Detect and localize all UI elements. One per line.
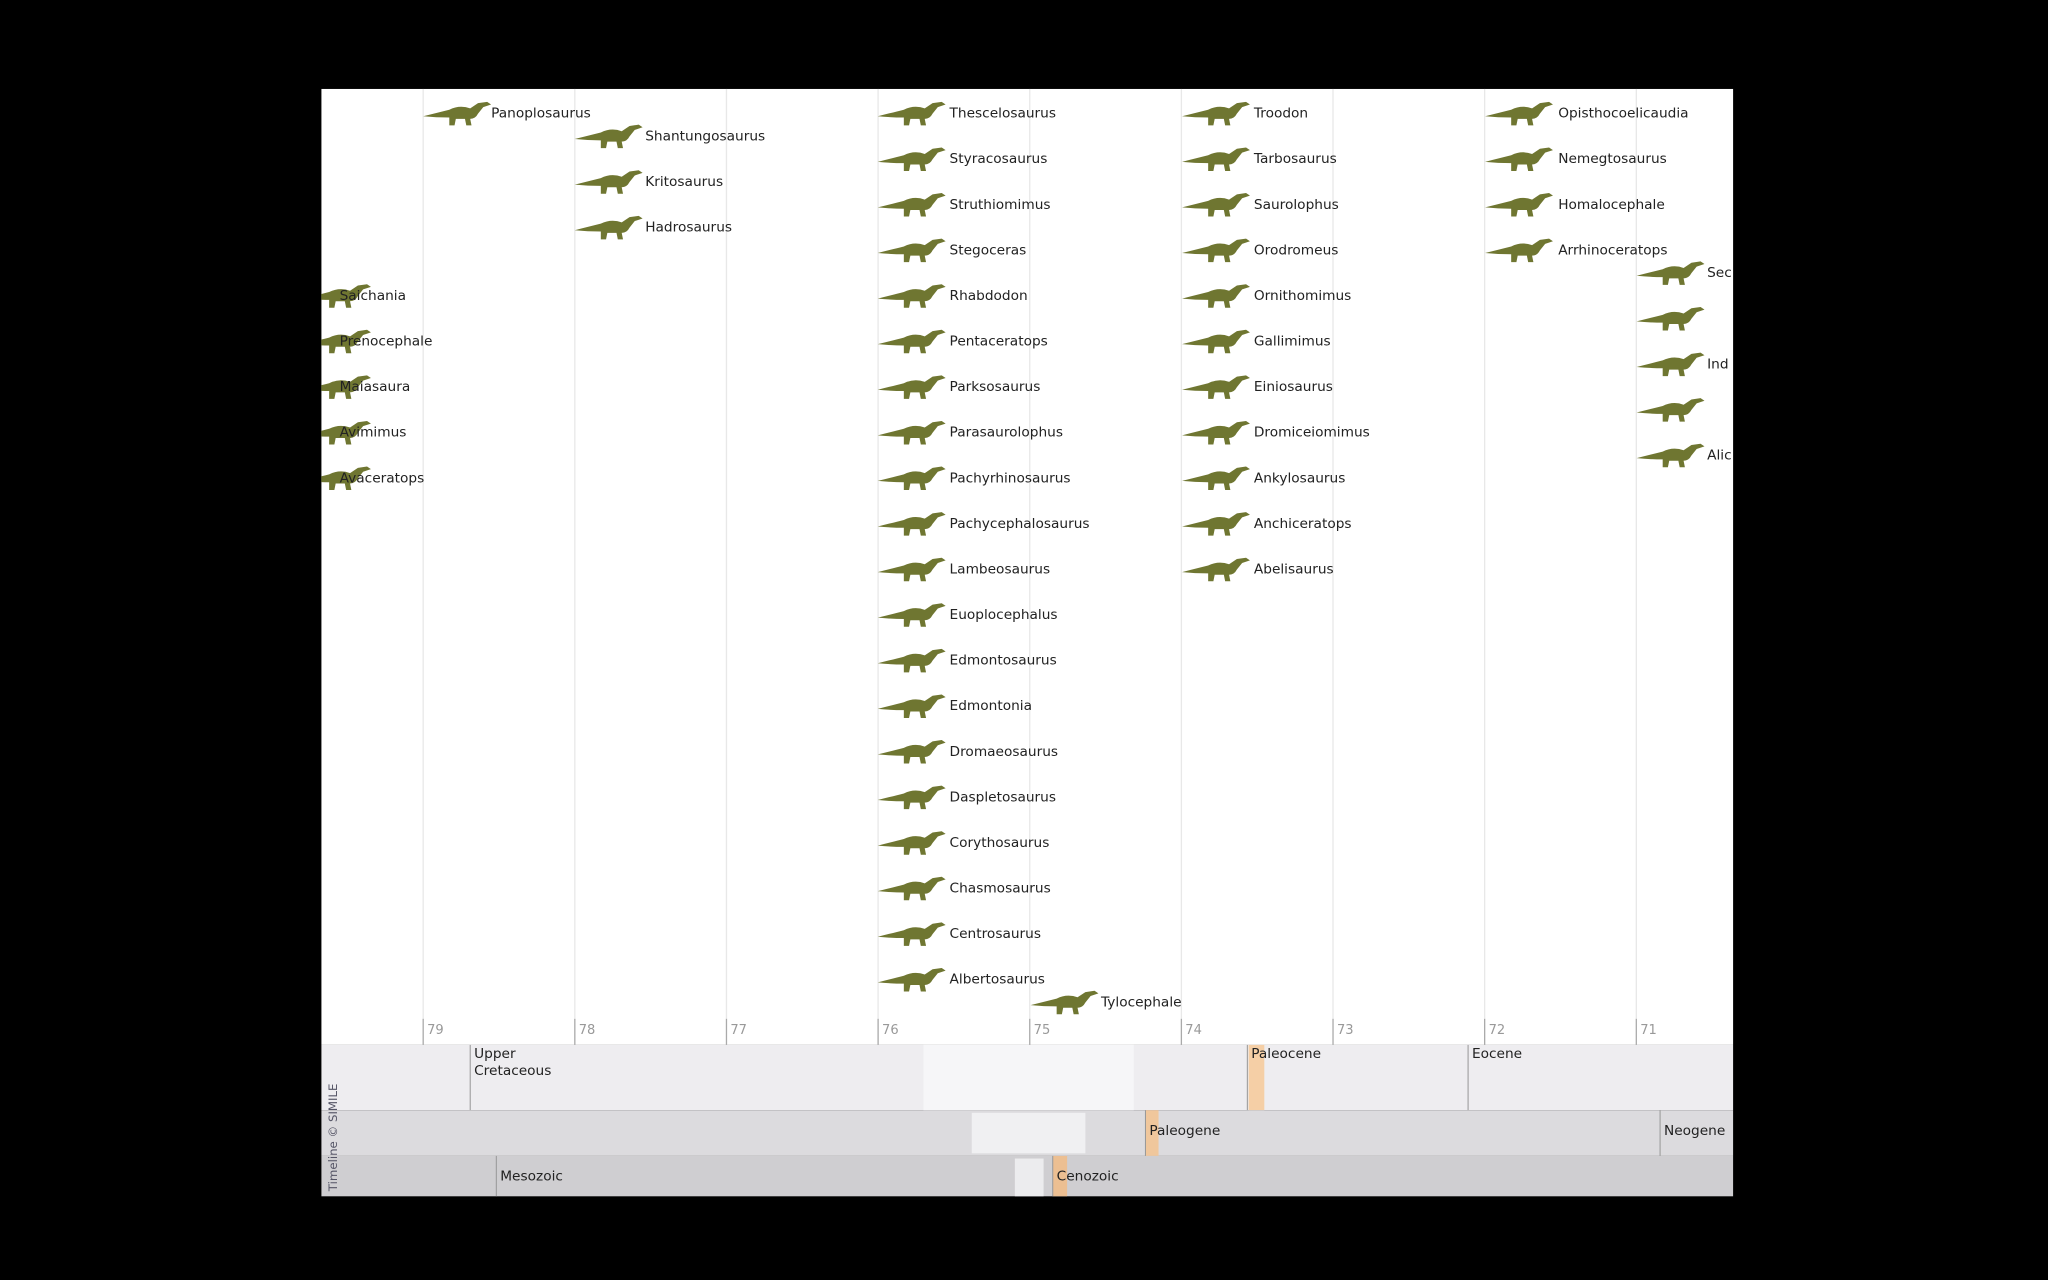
axis-tick-label: 72 (1489, 1023, 1506, 1038)
axis-tick-label: 77 (730, 1023, 747, 1038)
event-label: Avimimus (340, 425, 407, 441)
event-label: Alic (1707, 448, 1732, 464)
event-label: Edmontosaurus (950, 653, 1057, 669)
event-label: Struthiomimus (950, 197, 1051, 213)
band-label-line: Eocene (1472, 1046, 1522, 1062)
event-label: Einiosaurus (1254, 379, 1333, 395)
event-label: Ind (1707, 356, 1728, 372)
event-label: Corythosaurus (950, 835, 1050, 851)
event-label: Hadrosaurus (645, 220, 732, 236)
event-label: Saurolophus (1254, 197, 1339, 213)
band-highlight (971, 1112, 1086, 1154)
event-label: Daspletosaurus (950, 789, 1056, 805)
event-label: Anchiceratops (1254, 516, 1352, 532)
axis-tick-label: 74 (1185, 1023, 1202, 1038)
band-label-line: Paleogene (1149, 1123, 1220, 1139)
event-label: Ankylosaurus (1254, 470, 1346, 486)
event-label: Parasaurolophus (950, 425, 1063, 441)
event-label: Shantungosaurus (645, 128, 765, 144)
event-label: Gallimimus (1254, 334, 1331, 350)
band-label: Cenozoic (1057, 1169, 1119, 1185)
band-label: Upper Cretaceous (474, 1046, 551, 1079)
event-label: Thescelosaurus (949, 106, 1056, 122)
event-label: Dromiceiomimus (1254, 425, 1370, 441)
event-label: Ornithomimus (1254, 288, 1351, 304)
event-label: Troodon (1253, 106, 1308, 122)
event-label: Euoplocephalus (950, 607, 1058, 623)
event-label: Edmontonia (950, 698, 1032, 714)
axis-tick-label: 76 (882, 1023, 899, 1038)
event-label: Pachyrhinosaurus (950, 470, 1071, 486)
band-label-line: Cretaceous (474, 1063, 551, 1079)
event-label: Kritosaurus (645, 174, 723, 190)
band-highlight (923, 1044, 1134, 1111)
band-label: Eocene (1472, 1046, 1522, 1062)
event-label: Avaceratops (340, 470, 425, 486)
event-label: Opisthocoelicaudia (1558, 106, 1688, 122)
event-label: Saichania (340, 288, 406, 304)
event-label: Parksosaurus (950, 379, 1041, 395)
axis-tick-label: 73 (1337, 1023, 1354, 1038)
band-label-line: Paleocene (1251, 1046, 1321, 1062)
event-label: Styracosaurus (950, 151, 1048, 167)
band-marker (1145, 1110, 1159, 1156)
band-label: Paleogene (1149, 1123, 1220, 1139)
event-label: Sec (1707, 265, 1732, 281)
event-label: Centrosaurus (950, 926, 1041, 942)
event-label: Dromaeosaurus (950, 744, 1059, 760)
event-label: Maiasaura (340, 379, 411, 395)
timeline-panel: Timeline © SIMILE 79 78 77 76 75 74 73 72 71 Saic… (321, 88, 1734, 1197)
event-label: Chasmosaurus (950, 881, 1051, 897)
event-label: Tylocephale (1100, 995, 1182, 1011)
event-label: Stegoceras (950, 242, 1027, 258)
axis-tick-label: 71 (1640, 1023, 1657, 1038)
event-label: Prenocephale (340, 334, 433, 350)
band-label-line: Mesozoic (500, 1169, 563, 1185)
event-label: Abelisaurus (1254, 561, 1334, 577)
event-label: Nemegtosaurus (1558, 151, 1667, 167)
band-marker (1248, 1044, 1265, 1111)
event-label: Orodromeus (1254, 242, 1339, 258)
band-highlight (1014, 1158, 1044, 1197)
band-label-line: Cenozoic (1057, 1169, 1119, 1185)
band-label: Mesozoic (500, 1169, 563, 1185)
event-label: Panoplosaurus (491, 106, 591, 122)
credit: Timeline © SIMILE (326, 1083, 340, 1192)
band-label: Paleocene (1251, 1046, 1321, 1062)
event-label: Albertosaurus (950, 972, 1045, 988)
event-label: Pachycephalosaurus (950, 516, 1090, 532)
event-label: Tarbosaurus (1253, 151, 1337, 167)
band-label-line: Neogene (1664, 1123, 1725, 1139)
event-label: Rhabdodon (950, 288, 1028, 304)
event-label: Pentaceratops (950, 334, 1048, 350)
band-marker (1052, 1155, 1068, 1197)
axis-tick-label: 79 (427, 1023, 444, 1038)
event-label: Homalocephale (1558, 197, 1665, 213)
band-label: Neogene (1664, 1123, 1725, 1139)
axis-tick-label: 78 (579, 1023, 596, 1038)
band-label-line: Upper (474, 1046, 516, 1062)
main-band (321, 88, 1734, 1045)
event-label: Lambeosaurus (950, 561, 1051, 577)
axis-tick-label: 75 (1034, 1023, 1051, 1038)
event-label: Arrhinoceratops (1558, 242, 1667, 258)
